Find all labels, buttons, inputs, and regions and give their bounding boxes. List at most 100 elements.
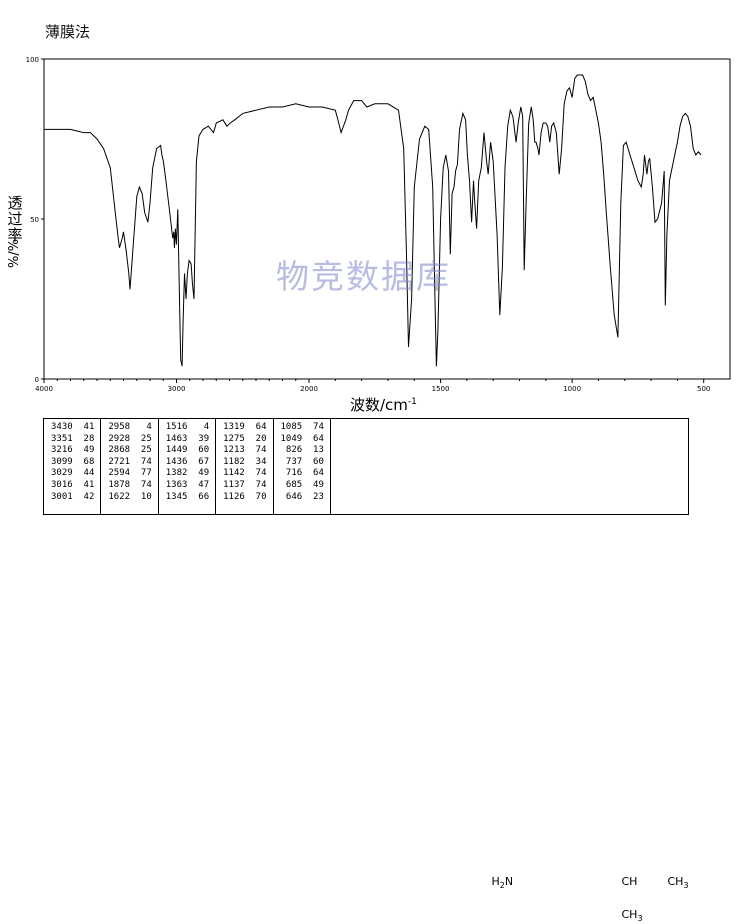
peak-transmittance: 34 [245,457,267,467]
peak-row: 1449 60 [166,445,209,457]
x-tick-label: 4000 [35,385,53,393]
peak-row: 1622 10 [108,492,151,504]
x-axis-label-text: 波数/cm [350,396,408,414]
x-axis-label-exponent: -1 [408,397,417,407]
peak-row: 1049 64 [281,434,324,446]
peak-row: 685 49 [281,480,324,492]
peak-wavenumber: 3016 [51,480,73,490]
peak-wavenumber: 1126 [223,492,245,502]
peak-transmittance: 20 [245,434,267,444]
methyl-right: CH3 [668,876,689,892]
peak-wavenumber: 1142 [223,468,245,478]
x-tick-label: 3000 [168,385,186,393]
peak-wavenumber: 716 [281,468,303,478]
y-axis-unit: %/% [7,246,23,268]
peak-transmittance: 74 [302,422,324,432]
peak-row: 646 23 [281,492,324,504]
watermark: 物竞数据库 [276,250,451,298]
peak-row: 716 64 [281,468,324,480]
peak-wavenumber: 3001 [51,492,73,502]
peak-transmittance: 74 [245,468,267,478]
peak-transmittance: 74 [130,480,152,490]
peak-row: 1137 74 [223,480,266,492]
peak-row: 2868 25 [108,445,151,457]
peak-row: 3430 41 [51,422,94,434]
peak-transmittance: 23 [302,492,324,502]
peak-transmittance: 74 [245,445,267,455]
peak-wavenumber: 2958 [108,422,130,432]
x-tick-label: 500 [697,385,710,393]
spectrum-line [44,75,701,366]
peak-transmittance: 68 [73,457,95,467]
peak-transmittance: 49 [73,445,95,455]
peak-row: 1182 34 [223,457,266,469]
x-tick-label: 1000 [563,385,581,393]
peak-row: 1126 70 [223,492,266,504]
peak-transmittance: 64 [302,468,324,478]
peak-row: 1275 20 [223,434,266,446]
peak-transmittance: 60 [187,445,209,455]
peak-row: 2958 4 [108,422,151,434]
peak-transmittance: 47 [187,480,209,490]
peak-transmittance: 10 [130,492,152,502]
peak-wavenumber: 2868 [108,445,130,455]
peak-row: 1878 74 [108,480,151,492]
peak-wavenumber: 1436 [166,457,188,467]
peak-wavenumber: 3430 [51,422,73,432]
peak-wavenumber: 1878 [108,480,130,490]
peak-row: 737 60 [281,457,324,469]
peak-wavenumber: 1275 [223,434,245,444]
peak-transmittance: 66 [187,492,209,502]
peak-row: 3016 41 [51,480,94,492]
peak-wavenumber: 1049 [281,434,303,444]
y-tick-label: 0 [35,376,39,384]
peak-wavenumber: 1622 [108,492,130,502]
peak-row: 1345 66 [166,492,209,504]
molecule-structure [331,419,688,514]
peak-transmittance: 77 [130,468,152,478]
amine-group: H2N [492,876,514,892]
x-tick-label: 2000 [300,385,318,393]
peak-transmittance: 64 [302,434,324,444]
y-tick-label: 100 [26,56,39,64]
y-axis-label: 透过率 %/% [4,195,26,265]
peak-row: 2594 77 [108,468,151,480]
peak-row: 2721 74 [108,457,151,469]
y-axis-label-text: 透过率 [7,195,23,243]
peak-wavenumber: 2928 [108,434,130,444]
y-tick-label: 50 [30,216,39,224]
peak-row: 3029 44 [51,468,94,480]
peak-wavenumber: 1463 [166,434,188,444]
y-axis: 0 50 100 [26,56,44,384]
peak-transmittance: 67 [187,457,209,467]
structure-cell: H2N CH CH3 CH3 [330,419,688,515]
peak-wavenumber: 646 [281,492,303,502]
peak-wavenumber: 1363 [166,480,188,490]
ch-group: CH [622,876,638,888]
peak-wavenumber: 1182 [223,457,245,467]
peak-transmittance: 49 [302,480,324,490]
peak-wavenumber: 3351 [51,434,73,444]
peak-transmittance: 28 [73,434,95,444]
peak-wavenumber: 3216 [51,445,73,455]
peak-wavenumber: 1382 [166,468,188,478]
peak-row: 1213 74 [223,445,266,457]
peak-row: 826 13 [281,445,324,457]
peak-row: 1085 74 [281,422,324,434]
peak-wavenumber: 1449 [166,445,188,455]
peak-wavenumber: 3029 [51,468,73,478]
peak-transmittance: 13 [302,445,324,455]
peak-transmittance: 42 [73,492,95,502]
peak-transmittance: 41 [73,422,95,432]
peak-wavenumber: 685 [281,480,303,490]
peak-wavenumber: 3099 [51,457,73,467]
peak-transmittance: 49 [187,468,209,478]
peak-wavenumber: 1213 [223,445,245,455]
